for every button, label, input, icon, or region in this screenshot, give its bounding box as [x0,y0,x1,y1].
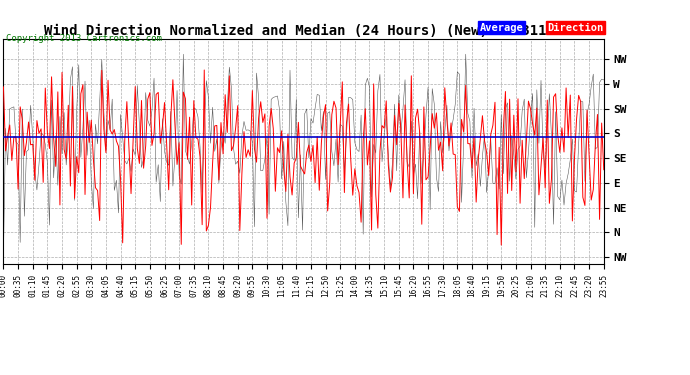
Title: Wind Direction Normalized and Median (24 Hours) (New) 20131116: Wind Direction Normalized and Median (24… [44,24,563,38]
Text: Average: Average [480,23,523,33]
Text: Copyright 2013 Cartronics.com: Copyright 2013 Cartronics.com [6,34,161,43]
Text: Direction: Direction [547,23,604,33]
